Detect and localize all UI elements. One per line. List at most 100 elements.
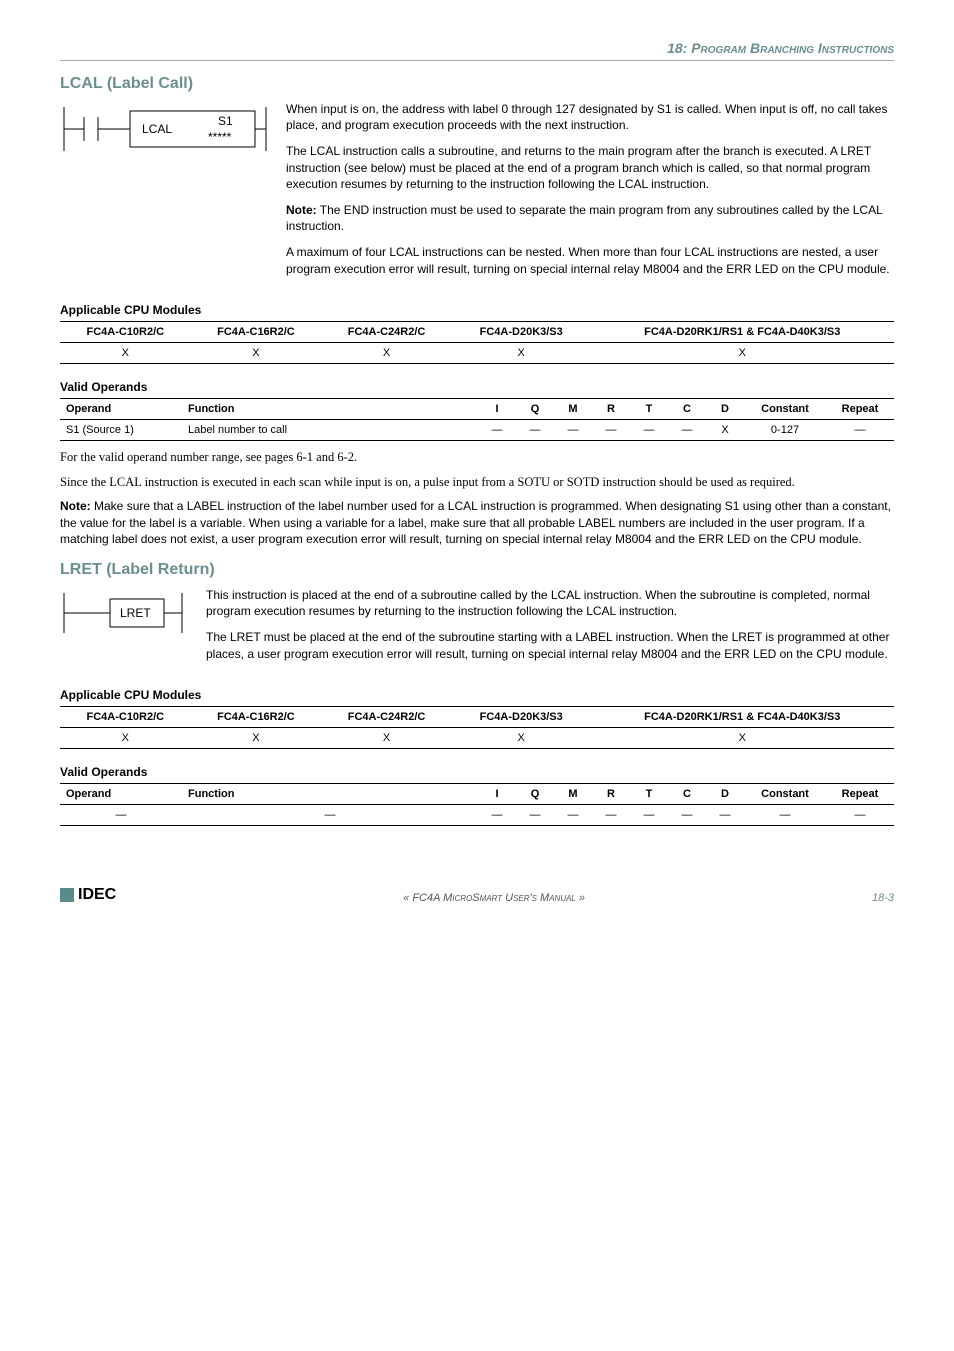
cpu-col: FC4A-C16R2/C <box>191 706 322 727</box>
lcal-s1-top: S1 <box>218 114 233 128</box>
lcal-p2: The LCAL instruction calls a subroutine,… <box>286 143 894 192</box>
cpu-cell: X <box>452 342 591 363</box>
cpu-col: FC4A-C16R2/C <box>191 321 322 342</box>
lcal-heading: LCAL (Label Call) <box>60 75 894 93</box>
chapter-number: 18: <box>667 40 687 56</box>
chapter-title: Program Branching Instructions <box>691 40 894 56</box>
ops-col: C <box>668 398 706 419</box>
page-number: 18-3 <box>872 892 894 904</box>
lret-p2: The LRET must be placed at the end of th… <box>206 629 894 661</box>
ops-col: T <box>630 398 668 419</box>
lret-description: This instruction is placed at the end of… <box>206 587 894 672</box>
lcal-inst-label: LCAL <box>142 122 172 136</box>
lret-heading: LRET (Label Return) <box>60 561 894 579</box>
lcal-note2: Note: Make sure that a LABEL instruction… <box>60 498 894 547</box>
lcal-ladder-diagram: LCAL S1 ***** <box>60 101 270 160</box>
lret-cpu-heading: Applicable CPU Modules <box>60 688 894 702</box>
cpu-cell: X <box>591 342 894 363</box>
cpu-cell: X <box>60 342 191 363</box>
ops-cell: — <box>554 804 592 825</box>
ops-col: I <box>478 783 516 804</box>
cpu-cell: X <box>191 342 322 363</box>
ops-col: Function <box>182 398 478 419</box>
ops-col: Repeat <box>826 398 894 419</box>
cpu-col: FC4A-D20K3/S3 <box>452 706 591 727</box>
lret-row: LRET This instruction is placed at the e… <box>60 587 894 672</box>
ops-cell: Label number to call <box>182 419 478 440</box>
ops-cell: — <box>554 419 592 440</box>
lret-ops-table: Operand Function I Q M R T C D Constant … <box>60 783 894 826</box>
ops-cell: — <box>60 804 182 825</box>
ops-cell: S1 (Source 1) <box>60 419 182 440</box>
ops-col: M <box>554 398 592 419</box>
lcal-body1: For the valid operand number range, see … <box>60 449 894 466</box>
lret-ladder-diagram: LRET <box>60 587 190 642</box>
ops-col: R <box>592 398 630 419</box>
lcal-row: LCAL S1 ***** When input is on, the addr… <box>60 101 894 287</box>
ops-col: R <box>592 783 630 804</box>
ops-cell: — <box>182 804 478 825</box>
ops-cell: — <box>744 804 826 825</box>
page-footer: IDEC « FC4A MicroSmart User's Manual » 1… <box>60 886 894 904</box>
ops-col: T <box>630 783 668 804</box>
ops-col: Constant <box>744 783 826 804</box>
ops-col: Constant <box>744 398 826 419</box>
lcal-body2: Since the LCAL instruction is executed i… <box>60 474 894 491</box>
cpu-cell: X <box>452 727 591 748</box>
cpu-cell: X <box>191 727 322 748</box>
ops-cell: — <box>478 804 516 825</box>
cpu-cell: X <box>60 727 191 748</box>
ops-cell: — <box>668 804 706 825</box>
ops-cell: — <box>516 419 554 440</box>
lcal-s1-bot: ***** <box>208 130 232 144</box>
lret-ops-heading: Valid Operands <box>60 765 894 779</box>
cpu-cell: X <box>321 342 452 363</box>
lcal-ops-heading: Valid Operands <box>60 380 894 394</box>
lcal-p1: When input is on, the address with label… <box>286 101 894 133</box>
ops-col: Operand <box>60 783 182 804</box>
ops-col: I <box>478 398 516 419</box>
ops-col: D <box>706 398 744 419</box>
ops-cell: X <box>706 419 744 440</box>
ops-cell: — <box>592 419 630 440</box>
ops-cell: — <box>826 804 894 825</box>
ops-col: Operand <box>60 398 182 419</box>
lcal-p3: A maximum of four LCAL instructions can … <box>286 244 894 276</box>
ops-cell: — <box>630 419 668 440</box>
ops-col: Q <box>516 398 554 419</box>
ops-cell: — <box>826 419 894 440</box>
lret-p1: This instruction is placed at the end of… <box>206 587 894 619</box>
lcal-cpu-table: FC4A-C10R2/C FC4A-C16R2/C FC4A-C24R2/C F… <box>60 321 894 364</box>
chapter-header: 18: Program Branching Instructions <box>60 40 894 61</box>
cpu-col: FC4A-D20RK1/RS1 & FC4A-D40K3/S3 <box>591 706 894 727</box>
ops-cell: — <box>592 804 630 825</box>
cpu-cell: X <box>591 727 894 748</box>
ops-cell: 0-127 <box>744 419 826 440</box>
cpu-col: FC4A-D20RK1/RS1 & FC4A-D40K3/S3 <box>591 321 894 342</box>
ops-cell: — <box>668 419 706 440</box>
ops-col: C <box>668 783 706 804</box>
lcal-description: When input is on, the address with label… <box>286 101 894 287</box>
ops-cell: — <box>706 804 744 825</box>
cpu-col: FC4A-C24R2/C <box>321 321 452 342</box>
lcal-note: Note: The END instruction must be used t… <box>286 202 894 234</box>
ops-col: D <box>706 783 744 804</box>
ops-col: Repeat <box>826 783 894 804</box>
cpu-col: FC4A-C10R2/C <box>60 321 191 342</box>
lcal-cpu-heading: Applicable CPU Modules <box>60 303 894 317</box>
ops-col: Q <box>516 783 554 804</box>
cpu-col: FC4A-C10R2/C <box>60 706 191 727</box>
cpu-col: FC4A-C24R2/C <box>321 706 452 727</box>
ops-cell: — <box>478 419 516 440</box>
logo-text: IDEC <box>78 886 116 904</box>
cpu-col: FC4A-D20K3/S3 <box>452 321 591 342</box>
lret-inst-label: LRET <box>120 606 151 620</box>
ops-col: Function <box>182 783 478 804</box>
ops-cell: — <box>630 804 668 825</box>
ops-col: M <box>554 783 592 804</box>
idec-logo: IDEC <box>60 886 116 904</box>
ops-cell: — <box>516 804 554 825</box>
cpu-cell: X <box>321 727 452 748</box>
footer-title: « FC4A MicroSmart User's Manual » <box>403 892 585 904</box>
lret-cpu-table: FC4A-C10R2/C FC4A-C16R2/C FC4A-C24R2/C F… <box>60 706 894 749</box>
